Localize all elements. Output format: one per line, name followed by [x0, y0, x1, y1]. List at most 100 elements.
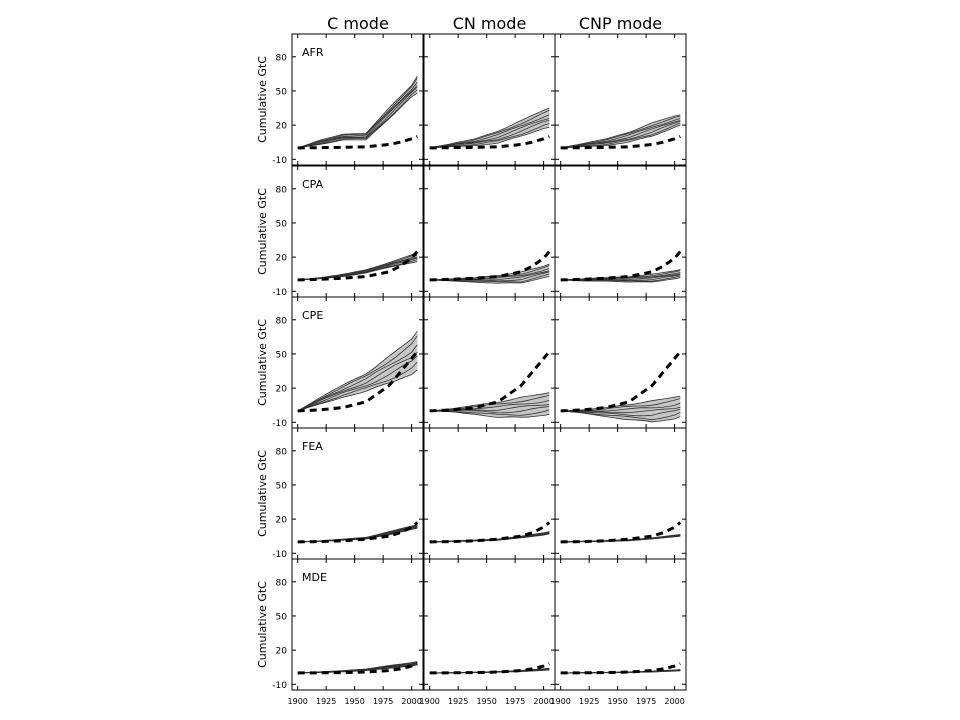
region-label: AFR [302, 46, 324, 59]
ensemble-line [429, 109, 550, 149]
ensemble-line [297, 661, 418, 674]
panel-frame [554, 558, 687, 691]
y-tick-label: -10 [272, 681, 287, 691]
y-axis-label: Cumulative GtC [256, 56, 269, 143]
ensemble-line [297, 344, 418, 412]
ensemble-line [560, 269, 681, 281]
ensemble-line [297, 77, 418, 149]
x-tick-label: 1925 [579, 697, 599, 706]
y-tick-label: 20 [276, 254, 288, 264]
panel-CPE-2 [554, 296, 687, 429]
y-tick-label: 50 [276, 612, 288, 622]
region-label: MDE [302, 571, 327, 584]
x-tick-label: 2000 [664, 697, 684, 706]
y-tick-label: 80 [276, 316, 288, 326]
x-tick-label: 1950 [607, 697, 627, 706]
panel-CPE-0: CPE [291, 296, 424, 429]
y-tick-label: 80 [276, 578, 288, 588]
ensemble-line [297, 252, 418, 281]
observed-line [297, 662, 418, 675]
panel-AFR-1 [423, 33, 556, 166]
ensemble-line [297, 369, 418, 412]
panel-FEA-1 [423, 427, 556, 560]
panel-frame [291, 33, 424, 166]
x-tick-label: 1925 [448, 697, 468, 706]
ensemble-line [297, 86, 418, 149]
ensemble-line [560, 534, 681, 543]
ensemble-line [560, 406, 681, 414]
ensemble-line [429, 406, 550, 414]
x-tick-label: 2000 [401, 697, 421, 706]
ensemble-line [429, 118, 550, 149]
observed-line [560, 350, 682, 413]
observed-line [429, 135, 550, 150]
ensemble-line [429, 107, 550, 149]
observed-line [429, 521, 551, 544]
ensemble-line [560, 122, 681, 149]
ensemble-line [297, 335, 418, 412]
ensemble-line [560, 395, 681, 412]
ensemble-line [429, 120, 550, 149]
y-tick-label: 20 [276, 385, 288, 395]
ensemble-line [297, 85, 418, 149]
panel-CPE-1 [423, 296, 556, 429]
region-label: CPE [302, 309, 323, 322]
x-tick-label: 1975 [373, 697, 393, 706]
ensemble-line [560, 115, 681, 149]
y-tick-label: 20 [276, 516, 288, 526]
y-tick-label: 50 [276, 481, 288, 491]
ensemble-band [429, 108, 550, 148]
panel-frame [554, 33, 687, 166]
x-tick-label: 1950 [344, 697, 364, 706]
y-tick-label: 50 [276, 219, 288, 229]
y-tick-label: 20 [276, 647, 288, 657]
x-tick-label: 1975 [505, 697, 525, 706]
observed-line [560, 521, 682, 544]
panel-CPA-2 [554, 165, 687, 298]
y-axis-label: Cumulative GtC [256, 319, 269, 406]
ensemble-line [429, 263, 550, 281]
column-title: CNP mode [579, 14, 662, 33]
ensemble-line [429, 271, 550, 282]
ensemble-line [297, 330, 418, 412]
ensemble-line [297, 524, 418, 543]
x-tick-label: 1900 [420, 697, 440, 706]
ensemble-line [560, 120, 681, 149]
ensemble-line [297, 355, 418, 412]
x-tick-label: 1900 [551, 697, 571, 706]
x-tick-label: 1950 [476, 697, 496, 706]
column-title: CN mode [453, 14, 527, 33]
y-tick-label: 20 [276, 122, 288, 132]
region-label: CPA [302, 178, 324, 191]
ensemble-line [429, 409, 550, 416]
ensemble-line [429, 404, 550, 412]
ensemble-line [429, 123, 550, 149]
y-tick-label: -10 [272, 419, 287, 429]
y-tick-label: 80 [276, 185, 288, 195]
panel-frame [291, 558, 424, 691]
observed-line [297, 350, 419, 413]
ensemble-line [297, 75, 418, 149]
observed-line [560, 662, 681, 675]
x-tick-label: 2000 [533, 697, 553, 706]
ensemble-line [560, 408, 681, 417]
panel-CPA-1 [423, 165, 556, 298]
observed-line [297, 250, 419, 282]
y-tick-label: -10 [272, 550, 287, 560]
observed-line [297, 135, 418, 150]
panel-MDE-2 [554, 558, 687, 691]
ensemble-line [560, 398, 681, 412]
panel-CPA-0: CPA [291, 165, 424, 298]
panel-FEA-2 [554, 427, 687, 560]
observed-line [297, 521, 419, 544]
ensemble-line [297, 351, 418, 412]
y-tick-label: 50 [276, 87, 288, 97]
column-title: C mode [327, 14, 389, 33]
ensemble-band [297, 331, 418, 411]
observed-line [560, 250, 682, 282]
ensemble-line [560, 121, 681, 149]
observed-line [429, 250, 551, 282]
y-tick-label: -10 [272, 156, 287, 166]
observed-line [560, 135, 681, 150]
